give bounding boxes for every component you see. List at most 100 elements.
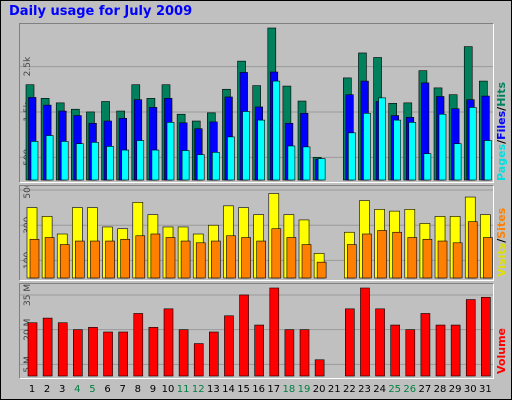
x-tick-label-day-23: 23 bbox=[358, 384, 371, 395]
bar-pages-day-8 bbox=[136, 140, 145, 181]
bar-sites-day-20 bbox=[316, 261, 327, 279]
bar-sites-day-2 bbox=[44, 237, 55, 279]
x-tick-label-day-3: 3 bbox=[59, 384, 65, 395]
bar-pages-day-28 bbox=[438, 113, 447, 181]
bar-pages-day-16 bbox=[257, 119, 265, 181]
bar-pages-day-29 bbox=[453, 143, 462, 181]
bar-sites-day-30 bbox=[467, 221, 478, 279]
bar-pages-day-20 bbox=[317, 158, 326, 181]
bar-pages-day-17 bbox=[272, 80, 281, 181]
bar-sites-day-10 bbox=[165, 237, 176, 279]
legend-volume-wrap: Volume bbox=[495, 328, 508, 374]
bar-pages-day-7 bbox=[121, 149, 129, 181]
legend-sep-1: / bbox=[495, 139, 508, 144]
bar-volume-day-1 bbox=[27, 322, 38, 377]
bar-pages-day-13 bbox=[212, 152, 220, 181]
bar-pages-day-30 bbox=[468, 107, 477, 181]
x-axis-day-labels: 1 2 3 4 5 6 7 8 9 10 11 12 13 14 15 16 17 18 19 20 21 22 23 24 2… bbox=[29, 384, 492, 395]
x-tick-label-day-18: 18 bbox=[283, 384, 296, 395]
bar-pages-day-12 bbox=[196, 154, 205, 181]
bar-volume-day-20 bbox=[314, 359, 325, 377]
bar-sites-day-22 bbox=[347, 244, 357, 279]
x-tick-label-day-11: 11 bbox=[177, 384, 190, 395]
volume-chart: 5 M20 M35 M bbox=[20, 284, 493, 377]
y-tick-label: 500 bbox=[23, 186, 33, 199]
bar-sites-day-14 bbox=[226, 235, 236, 279]
bar-volume-day-31 bbox=[481, 296, 491, 377]
bar-sites-day-26 bbox=[407, 237, 418, 279]
bar-volume-day-17 bbox=[269, 287, 280, 377]
volume-panel: 5 M20 M35 M bbox=[19, 283, 494, 379]
bar-sites-day-16 bbox=[256, 240, 266, 279]
bar-pages-day-31 bbox=[484, 140, 492, 181]
bar-pages-day-25 bbox=[393, 119, 401, 181]
bar-volume-day-10 bbox=[163, 308, 174, 377]
bar-sites-day-1 bbox=[29, 238, 40, 279]
bar-volume-day-8 bbox=[133, 313, 144, 377]
x-tick-label-day-24: 24 bbox=[373, 384, 386, 395]
x-tick-label-day-27: 27 bbox=[419, 384, 432, 395]
x-tick-label-day-12: 12 bbox=[192, 384, 205, 395]
legend-pages: Pages bbox=[495, 143, 508, 181]
bar-sites-day-24 bbox=[377, 230, 387, 279]
legend-visits-sites: Visits/Sites bbox=[495, 208, 508, 277]
x-tick-label-day-28: 28 bbox=[434, 384, 447, 395]
bar-volume-day-24 bbox=[375, 308, 385, 377]
bar-pages-day-4 bbox=[76, 143, 84, 181]
bar-pages-day-27 bbox=[423, 153, 432, 181]
bar-sites-day-5 bbox=[90, 240, 100, 279]
legend-volume: Volume bbox=[495, 328, 508, 374]
visits-sites-chart: 100300500 bbox=[20, 186, 493, 279]
bar-sites-day-3 bbox=[59, 244, 70, 279]
x-tick-label-day-16: 16 bbox=[252, 384, 265, 395]
bar-pages-day-26 bbox=[408, 122, 417, 181]
x-tick-label-day-26: 26 bbox=[403, 384, 416, 395]
hits-files-pages-panel: 5001.5k2.5k bbox=[19, 23, 494, 183]
bar-volume-day-3 bbox=[57, 322, 68, 377]
bar-pages-day-22 bbox=[348, 132, 356, 181]
x-tick-label-day-6: 6 bbox=[104, 384, 110, 395]
bar-volume-day-2 bbox=[42, 317, 53, 377]
bar-sites-day-12 bbox=[195, 242, 206, 279]
bar-volume-day-9 bbox=[148, 327, 159, 377]
bar-pages-day-14 bbox=[227, 136, 235, 181]
bar-volume-day-13 bbox=[209, 331, 219, 377]
x-tick-label-day-1: 1 bbox=[29, 384, 35, 395]
bar-sites-day-23 bbox=[362, 233, 372, 279]
chart-title: Daily usage for July 2009 bbox=[9, 4, 193, 19]
hits-files-pages-chart: 5001.5k2.5k bbox=[20, 27, 493, 181]
bar-volume-day-18 bbox=[284, 329, 295, 377]
x-tick-label-day-15: 15 bbox=[237, 384, 250, 395]
x-tick-label-day-8: 8 bbox=[135, 384, 141, 395]
legend-sites: Sites bbox=[495, 207, 508, 239]
bar-volume-day-4 bbox=[73, 329, 83, 377]
bar-sites-day-11 bbox=[180, 240, 191, 279]
x-tick-label-day-31: 31 bbox=[479, 384, 492, 395]
bar-volume-day-22 bbox=[345, 308, 355, 377]
x-tick-label-day-17: 17 bbox=[267, 384, 280, 395]
x-tick-label-day-21: 21 bbox=[328, 384, 341, 395]
bar-pages-day-23 bbox=[363, 113, 371, 181]
legend-hits: Hits bbox=[495, 81, 508, 107]
bar-volume-day-28 bbox=[435, 324, 446, 377]
bar-pages-day-18 bbox=[287, 145, 296, 181]
bar-volume-day-6 bbox=[103, 331, 113, 377]
bar-sites-day-17 bbox=[271, 228, 282, 279]
bar-pages-day-3 bbox=[60, 141, 69, 181]
bar-sites-day-13 bbox=[211, 240, 221, 279]
bar-pages-day-10 bbox=[166, 122, 175, 181]
bar-volume-day-29 bbox=[450, 324, 461, 377]
bar-sites-day-31 bbox=[483, 237, 493, 279]
bar-sites-day-4 bbox=[75, 240, 85, 279]
bar-sites-day-25 bbox=[392, 231, 402, 279]
x-tick-label-day-22: 22 bbox=[343, 384, 356, 395]
bar-sites-day-18 bbox=[286, 237, 297, 279]
y-tick-label: 2.5k bbox=[23, 56, 33, 76]
bar-sites-day-15 bbox=[241, 237, 251, 279]
legend-sep-2: / bbox=[495, 106, 508, 111]
y-tick-label: 35 M bbox=[23, 284, 33, 306]
x-tick-label-day-10: 10 bbox=[162, 384, 175, 395]
bar-sites-day-8 bbox=[135, 235, 146, 279]
legend-visits: Visits bbox=[495, 242, 508, 277]
